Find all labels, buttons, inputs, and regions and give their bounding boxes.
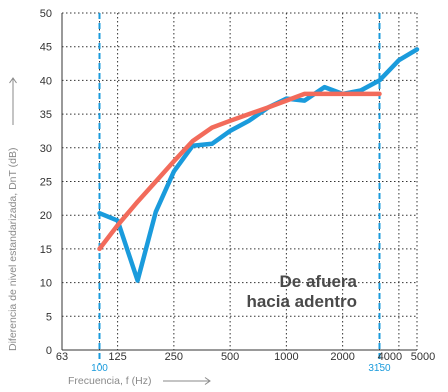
x-tick-label: 63 <box>56 351 68 363</box>
y-tick-labels: 0 5 10 15 20 25 30 35 40 45 50 <box>40 8 52 357</box>
y-axis-title-group: Diferencia de nivel estandarizada, DnT (… <box>7 77 19 352</box>
x-axis-title-arrowhead <box>204 377 211 385</box>
x-axis-title: Frecuencia, f (Hz) <box>68 375 151 387</box>
y-tick-label: 5 <box>46 311 52 323</box>
x-tick-label: 1000 <box>274 351 298 363</box>
x-tick-label: 3150 <box>368 363 391 374</box>
y-tick-label: 50 <box>40 8 52 20</box>
x-tick-label: 5000 <box>411 351 435 363</box>
y-tick-label: 45 <box>40 42 52 54</box>
series <box>97 47 420 283</box>
y-axis-title-arrowhead <box>9 77 17 84</box>
x-tick-label: 100 <box>91 363 108 374</box>
series-line-1 <box>97 47 420 283</box>
y-tick-label: 40 <box>40 75 52 87</box>
y-tick-label: 0 <box>46 345 52 357</box>
x-axis-title-group: Frecuencia, f (Hz) <box>68 375 211 387</box>
x-tick-label: 125 <box>108 351 126 363</box>
y-tick-label: 30 <box>40 143 52 155</box>
x-tick-label: 2000 <box>330 351 354 363</box>
x-tick-label: 500 <box>221 351 239 363</box>
y-tick-label: 20 <box>40 210 52 222</box>
x-tick-label: 250 <box>165 351 183 363</box>
series-line-2 <box>97 91 382 252</box>
annotation-line-2: hacia adentro <box>246 292 357 311</box>
y-tick-label: 35 <box>40 109 52 121</box>
y-tick-label: 15 <box>40 244 52 256</box>
y-tick-label: 10 <box>40 278 52 290</box>
reference-lines <box>98 13 381 364</box>
y-tick-label: 25 <box>40 177 52 189</box>
x-tick-label: 4000 <box>378 351 402 363</box>
annotation-line-1: De afuera <box>280 272 358 291</box>
y-axis-title: Diferencia de nivel estandarizada, DnT (… <box>7 148 19 352</box>
grid <box>61 12 418 351</box>
annotation: De afuera hacia adentro <box>246 272 357 311</box>
